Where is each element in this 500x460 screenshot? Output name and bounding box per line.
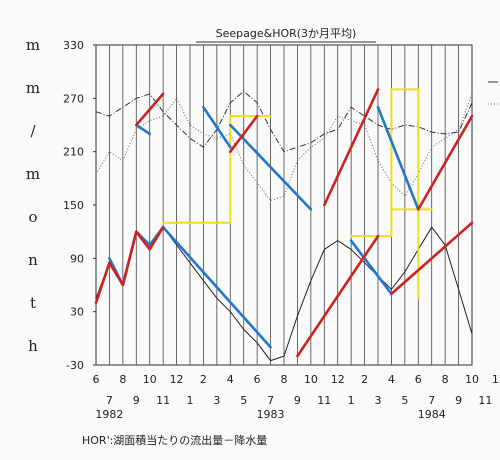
x-tick-label: 7	[267, 394, 274, 407]
y-tick-label: 150	[63, 199, 84, 212]
x-tick-label: 2	[200, 373, 207, 386]
legend-line-icons	[488, 81, 498, 105]
series-line-yellow	[162, 115, 272, 224]
series-line-red	[135, 92, 165, 127]
x-tick-label: 12	[331, 373, 345, 386]
x-tick-label: 3	[375, 394, 382, 407]
x-tick-label: 10	[465, 373, 479, 386]
series-line-blue	[161, 225, 272, 349]
x-tick-label: 3	[213, 394, 220, 407]
series-line-red	[296, 234, 380, 358]
year-label: 1984	[418, 408, 446, 421]
series-line-red	[229, 114, 259, 153]
series-layer	[94, 88, 474, 362]
x-tick-label: 7	[106, 394, 113, 407]
x-tick-label: 11	[156, 394, 170, 407]
x-axis-labels: 6810122468101224681012791113579111357911	[93, 373, 500, 407]
x-tick-label: 8	[119, 373, 126, 386]
x-tick-label: 11	[478, 394, 492, 407]
y-label-letter: h	[28, 337, 38, 355]
series-line-blue	[202, 105, 232, 149]
footnote: HOR':湖面積当たりの流出量－降水量	[82, 433, 267, 447]
y-tick-label: 270	[63, 92, 84, 105]
y-tick-label: 30	[70, 306, 84, 319]
x-tick-label: 10	[304, 373, 318, 386]
series-line-red	[416, 114, 474, 211]
x-tick-label: 12	[492, 373, 500, 386]
x-tick-label: 1	[187, 394, 194, 407]
year-labels: 1982 1983 1984	[95, 408, 445, 421]
y-label-letter: m	[26, 36, 40, 54]
x-tick-label: 7	[428, 394, 435, 407]
x-tick-label: 8	[442, 373, 449, 386]
y-label-letter: m	[26, 79, 40, 97]
x-tick-label: 9	[294, 394, 301, 407]
x-tick-label: 5	[401, 394, 408, 407]
year-label: 1983	[257, 408, 285, 421]
y-tick-label: 330	[63, 39, 84, 52]
y-label-letter: t	[30, 294, 36, 312]
x-tick-label: 9	[455, 394, 462, 407]
series-line-dash-dot	[95, 90, 473, 153]
y-axis-label: m m / m o n t h	[26, 36, 40, 355]
vertical-gridlines	[109, 45, 459, 365]
x-tick-label: 4	[388, 373, 395, 386]
series-line-red	[390, 221, 474, 296]
chart-title: Seepage&HOR(3か月平均)	[216, 27, 357, 40]
x-tick-label: 12	[170, 373, 184, 386]
x-tick-label: 2	[361, 373, 368, 386]
series-line-red	[322, 88, 380, 207]
series-line-blue	[349, 239, 393, 296]
x-tick-label: 1	[348, 394, 355, 407]
y-axis-ticks: 330 270 210 150 90 30 -30	[63, 39, 96, 372]
x-tick-label: 5	[240, 394, 247, 407]
x-tick-label: 6	[254, 373, 261, 386]
y-tick-label: 90	[70, 252, 84, 265]
x-tick-label: 11	[317, 394, 331, 407]
y-label-letter: m	[26, 165, 40, 183]
y-label-letter: /	[30, 122, 36, 140]
x-tick-label: 8	[281, 373, 288, 386]
y-label-letter: n	[28, 251, 38, 269]
series-line-blue	[135, 123, 151, 136]
y-tick-label: -30	[66, 359, 84, 372]
x-tick-label: 4	[227, 373, 234, 386]
series-line-red	[94, 225, 165, 305]
year-label: 1982	[95, 408, 123, 421]
x-tick-label: 9	[133, 394, 140, 407]
x-tick-label: 10	[143, 373, 157, 386]
y-tick-label: 210	[63, 146, 84, 159]
x-tick-label: 6	[93, 373, 100, 386]
x-tick-label: 6	[415, 373, 422, 386]
series-line-blue	[376, 105, 420, 211]
y-label-letter: o	[28, 208, 37, 226]
series-line-blue	[229, 123, 313, 211]
